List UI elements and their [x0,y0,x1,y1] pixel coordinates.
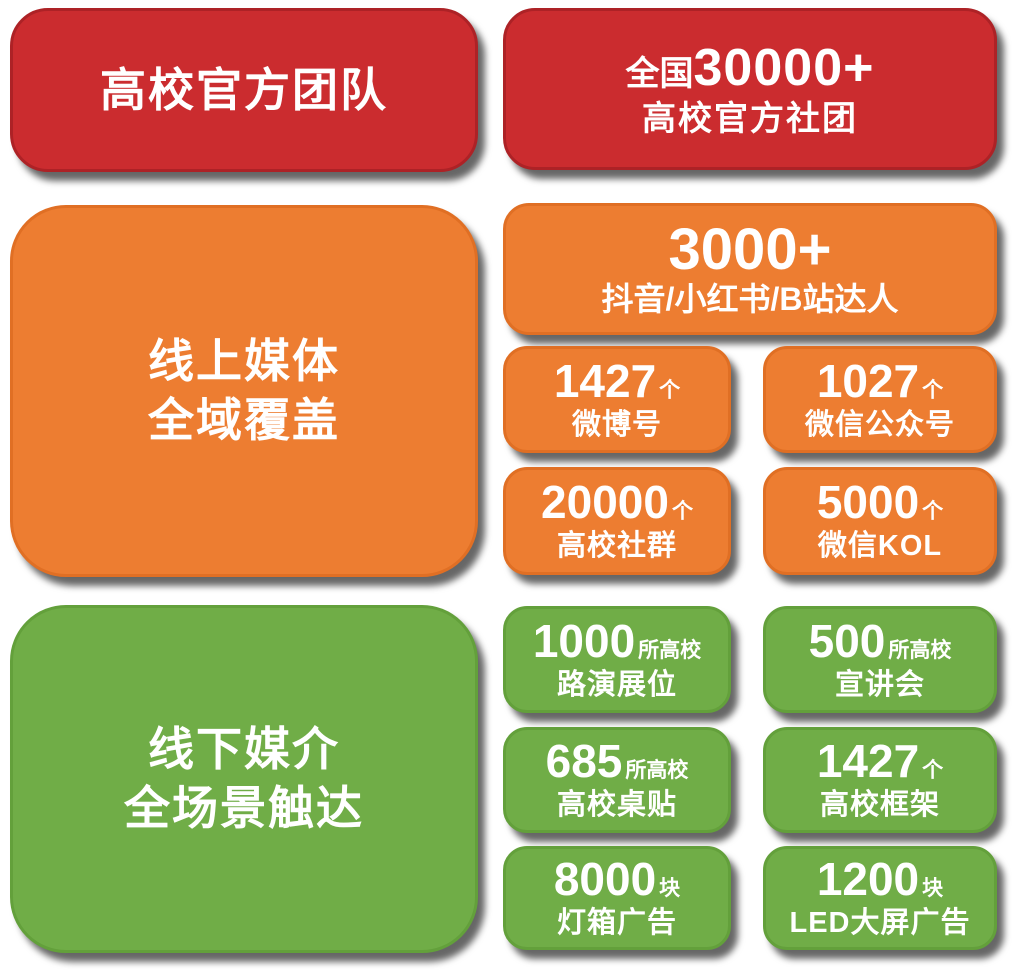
stat-label: 微信KOL [817,530,943,563]
stat-number: 20000 [541,476,669,529]
stat-card-campus-frame: 1427 个 高校框架 [763,727,997,833]
stat-label: 灯箱广告 [556,907,677,940]
stat-label: 路演展位 [556,668,677,701]
stat-number: 1427 [816,735,920,788]
official-team-stat-content: 全国 30000+ 高校官方社团 [626,38,875,139]
stat-number: 1000 [532,614,636,667]
stat-unit: 所高校 [638,638,702,662]
stat-unit: 个 [671,500,693,524]
stat-card-seminar: 500 所高校 宣讲会 [763,606,997,713]
stat-number: 8000 [553,853,657,906]
stat-unit: 所高校 [888,638,952,662]
online-feature-card: 3000+ 抖音/小红书/B站达人 [503,203,997,335]
offline-media-title-line2: 全场景触达 [124,782,364,834]
stat-card-led-screen-ads: 1200 块 LED大屏广告 [763,846,997,950]
official-team-stat-number: 30000+ [693,39,875,98]
online-feature-content: 3000+ 抖音/小红书/B站达人 [601,216,899,317]
online-feature-number: 3000+ [668,216,832,282]
stat-unit: 个 [922,378,944,402]
stat-label: 高校桌贴 [556,789,677,822]
stat-number: 1427 [553,354,657,407]
online-feature-label: 抖音/小红书/B站达人 [601,280,899,317]
stat-unit: 个 [659,378,681,402]
stat-unit: 个 [922,500,944,524]
stat-unit: 块 [659,877,681,901]
offline-media-title: 线下媒介 全场景触达 [124,720,364,838]
stat-label: 微信公众号 [804,408,955,441]
online-media-card: 线上媒体 全域覆盖 [10,205,478,577]
stat-unit: 所高校 [625,759,689,783]
stat-unit: 块 [922,877,944,901]
official-team-stat-line: 全国 30000+ [626,38,875,98]
stat-number: 500 [808,614,886,667]
official-team-stat-card: 全国 30000+ 高校官方社团 [503,8,997,170]
stat-card-campus-groups: 20000 个 高校社群 [503,467,731,575]
official-team-card: 高校官方团队 [10,8,478,172]
official-team-stat-prefix: 全国 [625,55,694,94]
stat-card-desk-sticker: 685 所高校 高校桌贴 [503,727,731,833]
online-media-title-line1: 线上媒体 [148,335,340,388]
online-media-title: 线上媒体 全域覆盖 [148,332,340,450]
stat-label: 宣讲会 [834,668,925,701]
stat-label: LED大屏广告 [789,907,971,940]
stat-number: 685 [545,735,623,788]
stat-card-wechat-official: 1027 个 微信公众号 [763,346,997,453]
stat-number: 5000 [816,476,920,529]
stat-label: 微博号 [571,408,662,441]
stat-card-weibo: 1427 个 微博号 [503,346,731,453]
offline-media-card: 线下媒介 全场景触达 [10,605,478,953]
stat-label: 高校社群 [556,530,677,563]
official-team-stat-label: 高校官方社团 [642,100,858,139]
stat-card-lightbox-ads: 8000 块 灯箱广告 [503,846,731,950]
stat-number: 1200 [816,853,920,906]
online-media-title-line2: 全域覆盖 [148,394,340,446]
stat-number: 1027 [816,354,920,407]
stat-card-wechat-kol: 5000 个 微信KOL [763,467,997,575]
official-team-title: 高校官方团队 [100,63,388,116]
stat-unit: 个 [922,759,944,783]
stat-label: 高校框架 [819,789,940,822]
offline-media-title-line1: 线下媒介 [148,723,340,776]
stat-card-roadshow: 1000 所高校 路演展位 [503,606,731,713]
